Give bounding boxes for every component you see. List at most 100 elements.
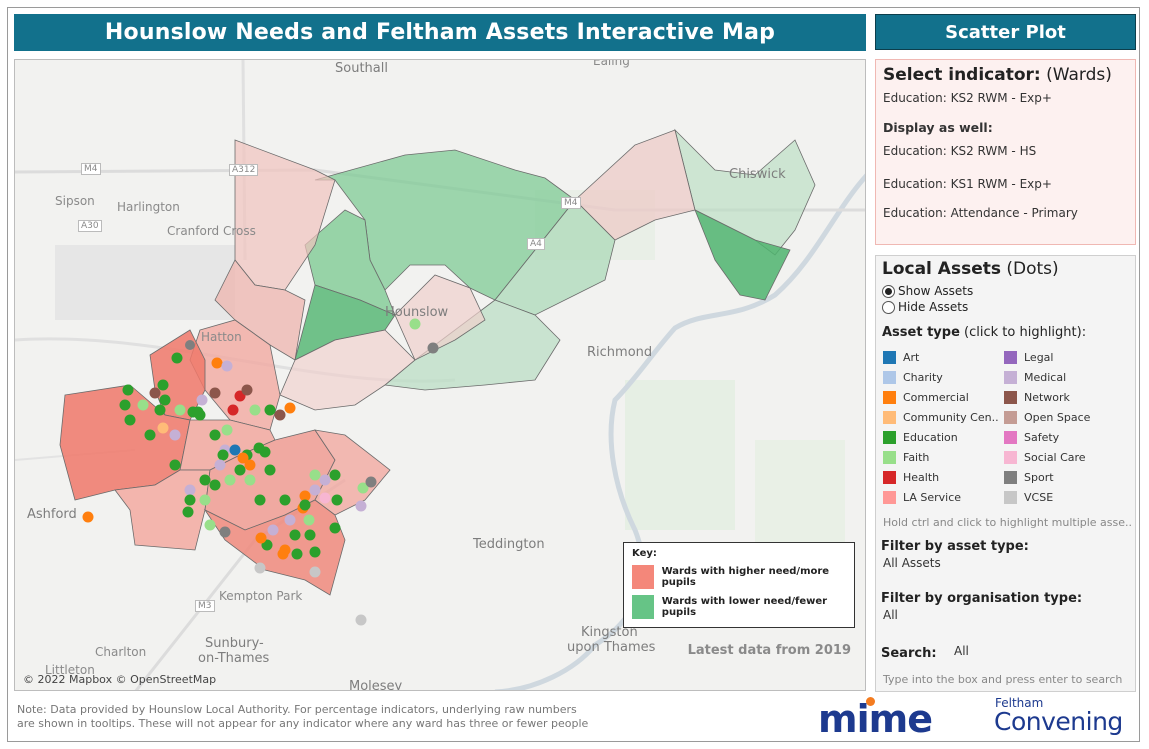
asset-type-faith[interactable]: Faith	[883, 451, 929, 464]
mime-logo: mime	[818, 697, 933, 741]
asset-type-label: Sport	[1024, 471, 1054, 484]
place-chiswick: Chiswick	[729, 167, 786, 182]
asset-type-label: Open Space	[1024, 411, 1091, 424]
indicator-select[interactable]: Education: KS2 RWM - Exp+	[883, 91, 1052, 105]
place-molesey: Molesey	[349, 679, 403, 691]
key-swatch-high	[632, 565, 654, 589]
asset-type-label: Asset type	[882, 325, 960, 340]
place-sunbury-1: Sunbury-	[205, 636, 264, 651]
richmond-park-area	[625, 380, 735, 530]
key-label-low: Wards with lower need/fewer pupils	[661, 596, 828, 618]
latest-data-note: Latest data from 2019	[687, 643, 851, 658]
mime-logo-dot-icon	[866, 697, 875, 706]
place-richmond: Richmond	[587, 345, 653, 360]
page-title: Hounslow Needs and Feltham Assets Intera…	[14, 14, 866, 51]
road-label-m4: M4	[81, 163, 101, 175]
feltham-logo-small: Feltham	[995, 696, 1044, 710]
filter-asset-type-select[interactable]: All Assets	[883, 556, 941, 570]
hide-assets-label: Hide Assets	[898, 300, 969, 314]
asset-swatch-icon	[883, 451, 896, 464]
asset-type-label: Art	[903, 351, 920, 364]
place-hounslow: Hounslow	[385, 305, 449, 320]
asset-type-label: VCSE	[1024, 491, 1054, 504]
asset-type-label: Health	[903, 471, 940, 484]
place-sunbury-2: on-Thames	[198, 651, 270, 666]
key-label-high: Wards with higher need/more pupils	[661, 566, 830, 588]
asset-dots	[82, 318, 439, 626]
show-assets-label: Show Assets	[898, 284, 974, 298]
asset-type-vcse[interactable]: VCSE	[1004, 491, 1053, 504]
footnote-line-2: are shown in tooltips. These will not ap…	[17, 717, 589, 730]
asset-type-education[interactable]: Education	[883, 431, 958, 444]
asset-swatch-icon	[883, 391, 896, 404]
asset-type-commercial[interactable]: Commercial	[883, 391, 969, 404]
asset-swatch-icon	[1004, 371, 1017, 384]
data-footnote: Note: Data provided by Hounslow Local Au…	[17, 703, 617, 731]
asset-swatch-icon	[883, 491, 896, 504]
asset-type-health[interactable]: Health	[883, 471, 939, 484]
dashboard-frame	[7, 7, 1140, 742]
map-key: Key: Wards with higher need/more pupils …	[623, 542, 855, 628]
scatter-plot-button[interactable]: Scatter Plot	[875, 14, 1136, 50]
asset-type-label: Community Cen..	[903, 411, 999, 424]
place-teddington: Teddington	[473, 537, 545, 552]
filter-asset-type-label: Filter by asset type:	[881, 539, 1029, 554]
asset-type-hint: (click to highlight):	[964, 325, 1087, 340]
indicator-also-2[interactable]: Education: KS1 RWM - Exp+	[883, 177, 1052, 191]
asset-swatch-icon	[883, 431, 896, 444]
asset-type-label: Legal	[1024, 351, 1054, 364]
asset-swatch-icon	[1004, 471, 1017, 484]
interactive-map[interactable]: Southall Ealing Sipson Harlington Cranfo…	[14, 59, 866, 691]
asset-swatch-icon	[1004, 411, 1017, 424]
asset-type-art[interactable]: Art	[883, 351, 919, 364]
asset-type-legal[interactable]: Legal	[1004, 351, 1053, 364]
ward-green-7	[694, 209, 791, 301]
asset-type-label: Charity	[903, 371, 943, 384]
road-label-a30: A30	[78, 220, 102, 232]
search-input[interactable]: All	[954, 644, 969, 658]
asset-type-community-cen[interactable]: Community Cen..	[883, 411, 999, 424]
asset-swatch-icon	[883, 471, 896, 484]
place-kempton-park: Kempton Park	[219, 589, 303, 603]
indicator-subtitle: (Wards)	[1046, 65, 1112, 85]
filter-org-type-select[interactable]: All	[883, 608, 898, 622]
asset-type-sport[interactable]: Sport	[1004, 471, 1054, 484]
asset-swatch-icon	[1004, 391, 1017, 404]
search-hint: Type into the box and press enter to sea…	[883, 673, 1123, 686]
place-hatton: Hatton	[201, 330, 242, 344]
asset-type-la-service[interactable]: LA Service	[883, 491, 961, 504]
place-harlington: Harlington	[117, 200, 180, 214]
place-southall: Southall	[335, 61, 388, 76]
search-label: Search:	[881, 646, 937, 661]
multi-select-hint: Hold ctrl and click to highlight multipl…	[883, 516, 1133, 529]
map-copyright[interactable]: © 2022 Mapbox © OpenStreetMap	[23, 673, 217, 686]
asset-type-label: Social Care	[1024, 451, 1086, 464]
radio-empty-icon	[882, 300, 895, 314]
hide-assets-radio[interactable]: Hide Assets	[882, 300, 1129, 314]
ward-pink-5	[279, 329, 416, 411]
indicator-also-1[interactable]: Education: KS2 RWM - HS	[883, 144, 1037, 158]
display-as-well-label: Display as well:	[883, 120, 993, 135]
map-key-title: Key:	[632, 548, 657, 559]
assets-subtitle: (Dots)	[1006, 259, 1059, 279]
asset-swatch-icon	[1004, 451, 1017, 464]
radio-selected-icon	[882, 284, 895, 298]
show-assets-radio[interactable]: Show Assets	[882, 284, 1129, 298]
place-cranford: Cranford Cross	[167, 224, 256, 238]
asset-type-charity[interactable]: Charity	[883, 371, 943, 384]
footnote-line-1: Note: Data provided by Hounslow Local Au…	[17, 703, 577, 716]
assets-title: Local Assets	[882, 259, 1001, 279]
road-label-m3: M3	[195, 600, 215, 612]
asset-type-medical[interactable]: Medical	[1004, 371, 1066, 384]
place-littleton: Littleton	[45, 663, 95, 677]
asset-type-social-care[interactable]: Social Care	[1004, 451, 1086, 464]
convening-logo: Convening	[994, 707, 1123, 736]
road-label-a312: A312	[229, 164, 259, 176]
place-ashford: Ashford	[27, 507, 77, 522]
asset-type-label: Commercial	[903, 391, 969, 404]
indicator-also-3[interactable]: Education: Attendance - Primary	[883, 206, 1078, 220]
asset-type-safety[interactable]: Safety	[1004, 431, 1059, 444]
place-kingston-2: upon Thames	[567, 640, 656, 655]
asset-type-open-space[interactable]: Open Space	[1004, 411, 1090, 424]
asset-type-network[interactable]: Network	[1004, 391, 1070, 404]
